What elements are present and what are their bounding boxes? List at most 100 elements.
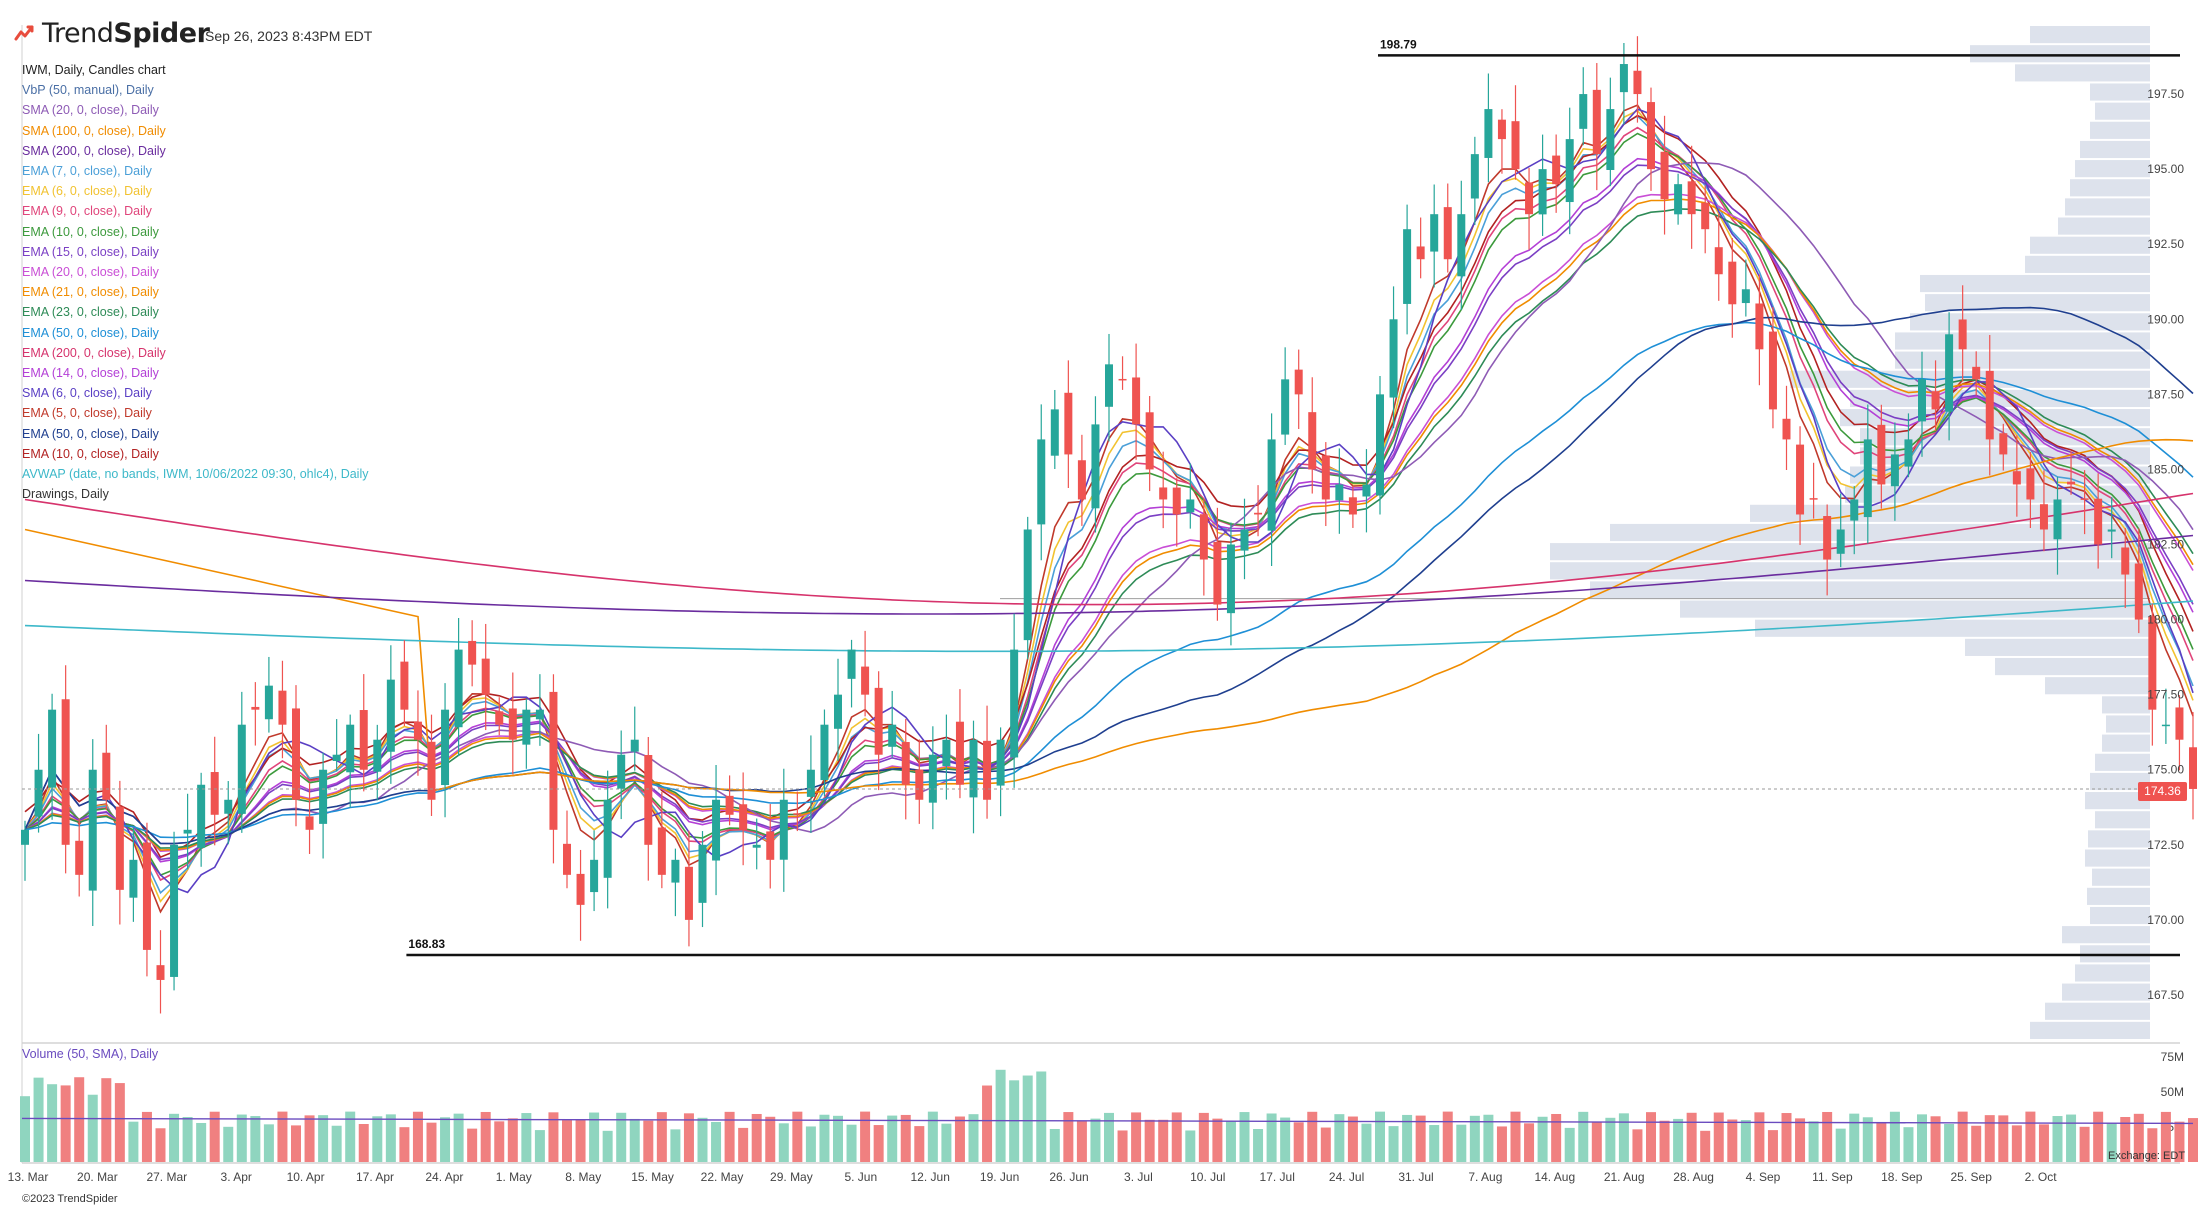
candle <box>2094 473 2103 569</box>
legend-indicator[interactable]: EMA (50, 0, close), Daily <box>22 426 159 441</box>
time-tick-label: 3. Jul <box>1124 1170 1153 1184</box>
candle-body <box>928 754 937 803</box>
time-tick-label: 5. Jun <box>844 1170 877 1184</box>
volume-bar <box>1618 1113 1629 1162</box>
volume-bar <box>1225 1121 1236 1162</box>
vbp-bar <box>2102 734 2150 752</box>
candle-body <box>698 844 707 903</box>
volume-bar <box>1632 1129 1643 1162</box>
candle-body <box>684 866 693 920</box>
legend-indicator[interactable]: EMA (15, 0, close), Daily <box>22 244 159 259</box>
time-tick-label: 8. May <box>565 1170 601 1184</box>
candle <box>1010 613 1019 788</box>
vbp-bar <box>2065 198 2150 216</box>
candle-body <box>1497 119 1506 140</box>
candle-body <box>1945 334 1954 412</box>
legend-indicator[interactable]: EMA (23, 0, close), Daily <box>22 305 159 320</box>
candle-body <box>630 739 639 752</box>
price-tick-label: 187.50 <box>2147 387 2184 401</box>
legend-indicator[interactable]: EMA (10, 0, close), Daily <box>22 224 159 239</box>
volume-bar <box>1442 1111 1453 1162</box>
candle-body <box>955 721 964 785</box>
volume-bar <box>1456 1124 1467 1162</box>
volume-bar <box>982 1085 993 1162</box>
legend-indicator[interactable]: SMA (6, 0, close), Daily <box>22 386 152 401</box>
volume-bar <box>2133 1113 2144 1162</box>
candle <box>1836 493 1845 568</box>
candle <box>319 752 328 859</box>
candle <box>955 689 964 799</box>
legend-indicator[interactable]: EMA (5, 0, close), Daily <box>22 406 152 421</box>
candle <box>1972 351 1981 396</box>
candle <box>129 827 138 922</box>
candle <box>874 671 883 791</box>
volume-bar <box>2147 1128 2158 1162</box>
volume-legend[interactable]: Volume (50, SMA), Daily <box>22 1047 159 1061</box>
volume-bar <box>1469 1115 1480 1162</box>
candle <box>468 620 477 687</box>
legend-indicator[interactable]: EMA (20, 0, close), Daily <box>22 265 159 280</box>
moving-average-line <box>24 492 2194 606</box>
legend-indicator[interactable]: VbP (50, manual), Daily <box>22 83 154 98</box>
time-tick-label: 13. Mar <box>8 1170 49 1184</box>
volume-bar <box>927 1111 938 1162</box>
price-tick-label: 172.50 <box>2147 838 2184 852</box>
legend-indicator[interactable]: EMA (7, 0, close), Daily <box>22 164 152 179</box>
legend-indicator[interactable]: EMA (14, 0, close), Daily <box>22 366 159 381</box>
candle <box>1796 426 1805 545</box>
candle-body <box>1836 529 1845 554</box>
legend-title[interactable]: IWM, Daily, Candles chart <box>22 63 166 77</box>
vbp-bar <box>1910 313 2150 331</box>
volume-bar <box>141 1111 152 1162</box>
candle-body <box>1741 289 1750 304</box>
legend-indicator[interactable]: SMA (100, 0, close), Daily <box>22 123 166 138</box>
legend-indicator[interactable]: EMA (6, 0, close), Daily <box>22 184 152 199</box>
legend-indicator[interactable]: SMA (200, 0, close), Daily <box>22 143 166 158</box>
volume-bar <box>1429 1125 1440 1162</box>
candle <box>1105 333 1113 442</box>
candle <box>1701 185 1710 254</box>
candle <box>847 639 856 708</box>
legend-indicator[interactable]: EMA (10, 0, close), Daily <box>22 446 159 461</box>
candle <box>834 658 842 761</box>
legend-indicator[interactable]: Drawings, Daily <box>22 487 109 502</box>
vbp-bar <box>2090 121 2150 139</box>
candle-body <box>901 742 910 785</box>
volume-bar <box>1158 1119 1169 1162</box>
volume-bar <box>372 1116 383 1162</box>
candle-body <box>1985 370 1994 440</box>
candle <box>630 706 639 771</box>
legend-indicator[interactable]: EMA (50, 0, close), Daily <box>22 325 159 340</box>
vbp-bar <box>2015 64 2150 82</box>
legend-indicator[interactable]: EMA (200, 0, close), Daily <box>22 345 166 360</box>
legend-indicator[interactable]: AVWAP (date, no bands, IWM, 10/06/2022 0… <box>22 467 369 482</box>
candle-body <box>725 795 734 815</box>
volume-bar <box>616 1112 627 1162</box>
candle <box>684 830 693 947</box>
candle <box>2134 528 2143 634</box>
candle-body <box>1592 89 1601 155</box>
candle <box>197 772 206 867</box>
volume-bar <box>1795 1118 1806 1162</box>
volume-bar <box>47 1084 58 1162</box>
candle-body <box>1647 102 1655 170</box>
candle-body <box>251 706 260 710</box>
legend-indicator[interactable]: EMA (21, 0, close), Daily <box>22 285 159 300</box>
volume-bar <box>1076 1121 1087 1162</box>
candle-body <box>2107 529 2116 532</box>
candle <box>170 831 179 991</box>
volume-bar <box>1049 1128 1060 1162</box>
time-tick-label: 3. Apr <box>221 1170 252 1184</box>
candle <box>725 775 734 826</box>
candle-body <box>495 711 504 725</box>
volume-bar <box>1063 1112 1074 1162</box>
vbp-bar <box>1550 543 2150 561</box>
candle <box>61 665 70 874</box>
legend-indicator[interactable]: EMA (9, 0, close), Daily <box>22 204 152 219</box>
legend-indicator[interactable]: SMA (20, 0, close), Daily <box>22 103 159 118</box>
time-tick-label: 15. May <box>631 1170 674 1184</box>
volume-bar <box>1930 1116 1941 1162</box>
volume-bar <box>263 1124 274 1162</box>
candle-body <box>2161 724 2170 727</box>
